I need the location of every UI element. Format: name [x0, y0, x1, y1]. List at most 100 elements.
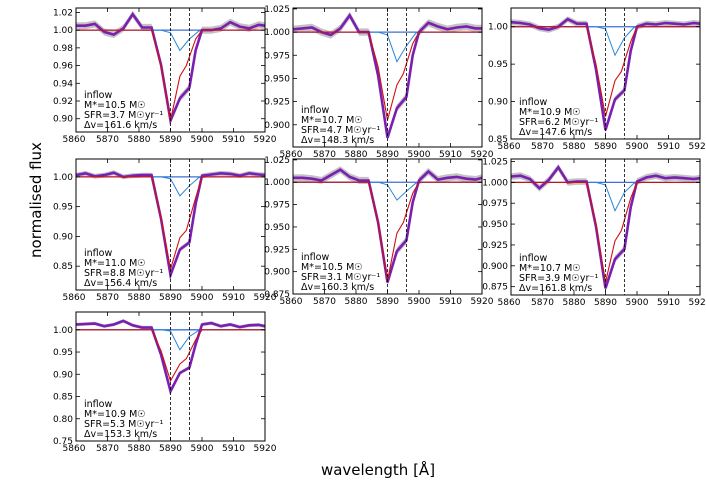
y-tick-label: 1.00: [53, 26, 73, 36]
x-tick-label: 5890: [159, 444, 182, 454]
panel-5: 5860 5870 5880 5890 5900 5910 5920 0.875 0.900 0.…: [264, 156, 493, 307]
annotation-line-4: Δv=161.8 km/s: [519, 283, 592, 294]
annotation-line-2: M*=10.5 M☉: [84, 100, 146, 111]
x-tick-label: 5860: [63, 293, 86, 303]
total-model-line: [511, 17, 700, 131]
x-tick-label: 5870: [313, 150, 336, 160]
x-tick-label: 5910: [222, 293, 245, 303]
annotation-line-3: SFR=3.1 M☉yr⁻¹: [301, 272, 380, 283]
x-tick-label: 5860: [280, 297, 303, 307]
x-tick-label: 5890: [594, 298, 617, 308]
outflow-component-line: [76, 329, 265, 383]
y-tick-label: 0.875: [482, 283, 508, 293]
x-tick-label: 5860: [63, 135, 86, 145]
y-tick-label: 0.950: [264, 223, 290, 233]
x-tick-label: 5860: [280, 150, 303, 160]
x-tick-label: 5870: [531, 298, 554, 308]
y-tick-label: 0.900: [482, 262, 508, 272]
uncertainty-band: [293, 11, 482, 142]
x-tick-label: 5890: [376, 150, 399, 160]
x-tick-label: 5860: [498, 142, 521, 152]
y-tick-label: 1.000: [264, 178, 290, 188]
y-tick-label: 0.900: [264, 268, 290, 278]
panel-4: 5860 5870 5880 5890 5900 5910 5920 0.85 0.90 0.95…: [53, 158, 277, 303]
x-tick-label: 5870: [96, 293, 119, 303]
x-tick-label: 5880: [563, 142, 586, 152]
plot-area-3: [511, 16, 700, 134]
total-model-line: [76, 11, 265, 126]
annotation-line-3: SFR=5.3 M☉yr⁻¹: [84, 419, 163, 430]
outflow-component-line: [76, 176, 265, 270]
annotation-line-4: Δv=160.3 km/s: [301, 282, 374, 293]
annotation-line-4: Δv=156.4 km/s: [84, 278, 157, 289]
y-tick-label: 0.975: [264, 201, 290, 211]
x-tick-label: 5880: [563, 298, 586, 308]
inflow-component-line: [293, 31, 482, 63]
panel-2: 5860 5870 5880 5890 5900 5910 5920 0.900 0.925 0.…: [264, 5, 493, 160]
x-tick-label: 5890: [159, 293, 182, 303]
annotation-line-2: M*=10.9 M☉: [519, 107, 581, 118]
y-tick-label: 0.98: [53, 44, 73, 54]
annotation-line-2: M*=10.7 M☉: [301, 115, 363, 126]
annotation-line-1: inflow: [84, 90, 112, 101]
uncertainty-band: [76, 10, 265, 125]
y-tick-label: 0.875: [264, 290, 290, 300]
x-tick-label: 5910: [657, 298, 680, 308]
annotation-line-2: M*=10.5 M☉: [301, 262, 363, 273]
y-tick-label: 0.95: [53, 203, 73, 213]
y-tick-label: 0.85: [53, 262, 73, 272]
x-tick-label: 5880: [128, 444, 151, 454]
x-tick-label: 5890: [594, 142, 617, 152]
x-tick-label: 5880: [128, 293, 151, 303]
y-tick-label: 0.925: [482, 241, 508, 251]
annotation-line-3: SFR=3.7 M☉yr⁻¹: [84, 110, 163, 121]
y-tick-label: 1.025: [482, 158, 508, 168]
outflow-component-line: [293, 31, 482, 121]
x-tick-label: 5920: [689, 142, 706, 152]
outflow-component-line: [76, 29, 265, 121]
y-tick-label: 0.95: [488, 60, 508, 70]
annotation-line-1: inflow: [301, 105, 329, 116]
outflow-component-line: [511, 26, 700, 117]
x-tick-label: 5890: [376, 297, 399, 307]
annotation-line-3: SFR=4.7 M☉yr⁻¹: [301, 125, 380, 136]
x-tick-label: 5910: [222, 444, 245, 454]
total-model-line: [293, 168, 482, 283]
annotation-line-4: Δv=148.3 km/s: [301, 135, 374, 146]
y-tick-label: 1.00: [488, 23, 508, 33]
x-tick-label: 5870: [313, 297, 336, 307]
x-tick-label: 5920: [254, 135, 277, 145]
annotation-line-1: inflow: [84, 399, 112, 410]
annotation-line-2: M*=10.9 M☉: [84, 409, 146, 420]
x-tick-label: 5900: [408, 297, 431, 307]
panel-6: 5860 5870 5880 5890 5900 5910 5920 0.875 0.900 0.…: [482, 158, 706, 308]
y-tick-label: 1.000: [482, 178, 508, 188]
y-tick-label: 0.85: [53, 393, 73, 403]
annotation-line-4: Δv=147.6 km/s: [519, 127, 592, 138]
x-tick-label: 5880: [345, 297, 368, 307]
y-tick-label: 0.90: [53, 115, 73, 125]
x-tick-label: 5910: [657, 142, 680, 152]
annotation-line-4: Δv=153.3 km/s: [84, 429, 157, 440]
plot-area-6: [511, 164, 700, 292]
y-tick-label: 1.025: [264, 156, 290, 166]
panel-1: 5860 5870 5880 5890 5900 5910 5920 0.90 0.92 0.94…: [53, 7, 277, 145]
plot-area-5: [293, 166, 482, 286]
x-tick-label: 5880: [128, 135, 151, 145]
annotation-line-4: Δv=161.6 km/s: [84, 120, 157, 131]
x-tick-label: 5860: [63, 444, 86, 454]
x-tick-label: 5910: [222, 135, 245, 145]
y-tick-label: 0.92: [53, 97, 73, 107]
x-tick-label: 5900: [191, 444, 214, 454]
y-tick-label: 1.00: [53, 326, 73, 336]
y-tick-label: 0.975: [264, 51, 290, 61]
x-tick-label: 5920: [689, 298, 706, 308]
y-tick-label: 0.80: [53, 415, 73, 425]
y-tick-label: 1.00: [53, 173, 73, 183]
x-tick-label: 5890: [159, 135, 182, 145]
y-tick-label: 0.90: [53, 232, 73, 242]
panels-group: 5860 5870 5880 5890 5900 5910 5920 0.90 0.92 0.94…: [53, 5, 706, 454]
y-tick-label: 0.96: [53, 62, 73, 72]
y-tick-label: 0.90: [53, 370, 73, 380]
x-tick-label: 5900: [191, 135, 214, 145]
